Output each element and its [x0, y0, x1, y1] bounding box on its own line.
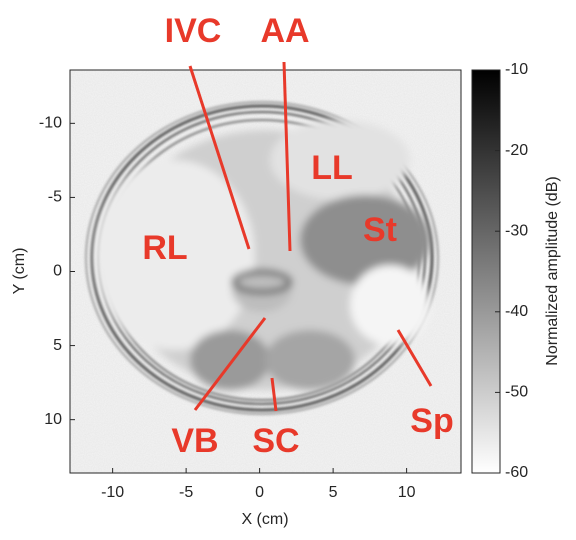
x-tick-label: 5	[329, 484, 338, 501]
x-axis-label: X (cm)	[241, 511, 288, 528]
annotation: RL	[142, 229, 187, 267]
annotation: IVC	[165, 12, 222, 50]
x-tick-label: -10	[101, 484, 124, 501]
colorbar-tick-label: -60	[505, 464, 528, 481]
annotation: St	[363, 211, 397, 249]
colorbar-label: Normalized amplitude (dB)	[544, 176, 561, 365]
annotation: VB	[171, 422, 218, 460]
annotation: Sp	[410, 402, 453, 440]
x-tick-label: -5	[179, 484, 193, 501]
annotation-arrow	[282, 61, 292, 252]
annotation-arrow	[270, 377, 278, 412]
annotation: LL	[311, 149, 353, 187]
annotation: AA	[260, 12, 309, 50]
colorbar-tick-label: -10	[505, 61, 528, 78]
y-tick-label: -10	[39, 115, 62, 132]
y-tick-label: 0	[53, 263, 62, 280]
y-tick-label: 10	[44, 411, 62, 428]
x-tick-label: 0	[255, 484, 264, 501]
colorbar-tick-label: -50	[505, 384, 528, 401]
annotation-arrow	[193, 317, 267, 411]
y-tick-label: 5	[53, 337, 62, 354]
x-tick-label: 10	[398, 484, 416, 501]
colorbar-tick-label: -30	[505, 222, 528, 239]
colorbar-tick-label: -20	[505, 142, 528, 159]
image	[70, 70, 461, 473]
colorbar	[471, 69, 501, 474]
annotation: SC	[252, 422, 299, 460]
colorbar-tick-label: -40	[505, 303, 528, 320]
y-tick-label: -5	[48, 189, 62, 206]
y-axis-label: Y (cm)	[11, 248, 28, 295]
annotation-arrow	[396, 329, 433, 387]
annotation-arrow	[188, 65, 251, 250]
